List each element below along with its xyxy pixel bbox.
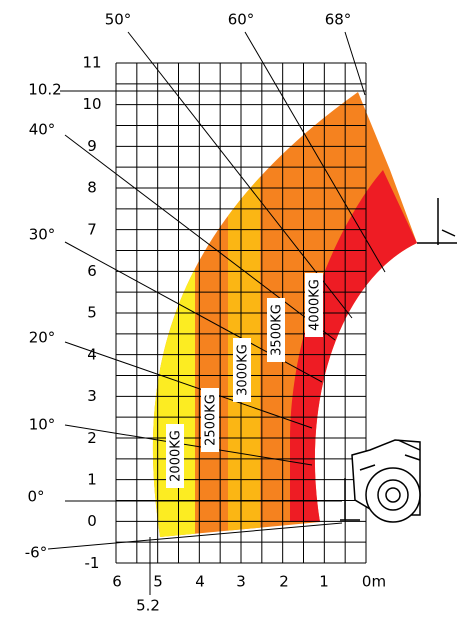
angle-line (47, 522, 343, 550)
angle-line (64, 134, 336, 341)
y-label: 4 (87, 345, 97, 363)
y-label: 0 (87, 512, 97, 530)
angle-label: 30° (29, 226, 56, 244)
x-label: 3 (236, 573, 246, 591)
zone-label-group: 2500KG (201, 388, 219, 452)
angle-label: 0° (27, 488, 44, 506)
zone-label: 2000KG (169, 430, 184, 482)
x-label: 6 (112, 573, 122, 591)
zone-label-box (305, 273, 323, 337)
x-label: 2 (279, 573, 289, 591)
zone-label-group: 4000KG (305, 273, 323, 337)
angle-label: -6° (25, 544, 47, 562)
zone-label-group: 3500KG (267, 298, 285, 362)
angle-line (244, 31, 386, 273)
angle-line (64, 424, 313, 466)
zone-label-box (233, 338, 251, 402)
y-label: 8 (87, 179, 97, 197)
y-label: 6 (87, 262, 97, 280)
zone-label-box (267, 298, 285, 362)
y-label: 1 (87, 471, 97, 489)
angle-label: 10° (29, 416, 56, 434)
angle-line (344, 31, 366, 96)
max-height-label: 10.2 (28, 81, 61, 99)
angle-line (64, 341, 313, 429)
x-label: 1 (319, 573, 329, 591)
angle-label: 68° (325, 11, 352, 29)
zone-label-box (201, 388, 219, 452)
angle-label: 20° (29, 329, 56, 347)
y-label: 3 (87, 387, 97, 405)
x-label: 4 (195, 573, 205, 591)
y-label: 7 (87, 220, 97, 238)
max-reach-label: 5.2 (136, 597, 160, 615)
y-label: 9 (87, 137, 97, 155)
zone-red (290, 170, 417, 522)
y-label: 2 (87, 429, 97, 447)
angle-label: 60° (228, 11, 255, 29)
zone-label: 3500KG (270, 304, 285, 356)
y-label: -1 (85, 554, 100, 572)
x-label: 0m (362, 573, 386, 591)
zone-label: 4000KG (308, 279, 323, 331)
vehicle (340, 198, 457, 523)
zone-label-group: 2000KG (166, 424, 184, 488)
y-label: 10 (82, 95, 101, 113)
zone-label: 3000KG (236, 344, 251, 396)
zone-label-box (166, 424, 184, 488)
zone-label: 2500KG (204, 394, 219, 446)
zone-label-group: 3000KG (233, 338, 251, 402)
zone-yellow (152, 92, 195, 537)
angle-line (127, 31, 353, 319)
y-label: 5 (87, 304, 97, 322)
angle-label: 40° (29, 121, 56, 139)
x-label: 5 (153, 573, 163, 591)
y-label: 11 (82, 54, 101, 72)
angle-label: 50° (105, 11, 132, 29)
